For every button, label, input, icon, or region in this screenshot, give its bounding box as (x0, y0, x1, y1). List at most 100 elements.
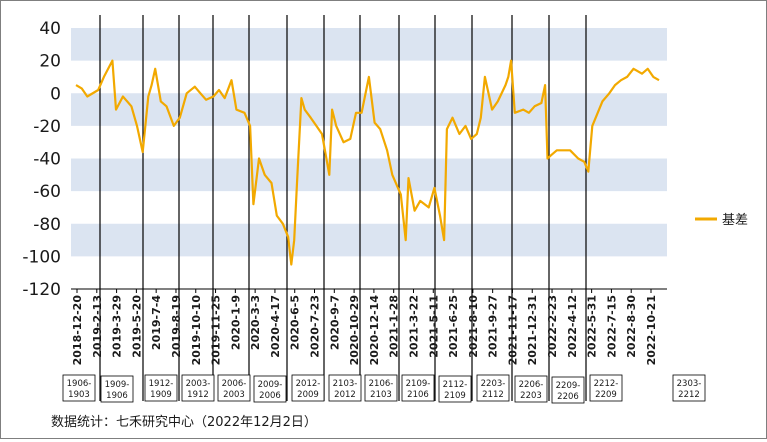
contract-text: 1912 (187, 390, 209, 400)
contract-text: 2103- (333, 379, 358, 389)
contract-label: 2006-2003 (217, 374, 251, 402)
contract-text: 2203- (481, 379, 506, 389)
contract-box (589, 374, 623, 402)
contract-text: 2003- (186, 379, 211, 389)
contract-box (476, 374, 510, 402)
contract-label: 2209-2206 (551, 376, 585, 404)
x-tick-label: 2021-9-27 (487, 295, 500, 358)
contract-label: 2012-2009 (291, 374, 325, 402)
contract-box (438, 375, 472, 403)
contract-label: 2206-2203 (514, 375, 548, 403)
contract-box (144, 374, 178, 402)
x-tick-label: 2020-10-29 (348, 295, 361, 365)
contract-text: 2106 (407, 390, 429, 400)
contract-text: 2006 (259, 391, 281, 401)
source-note: 数据统计：七禾研究中心（2022年12月2日） (51, 415, 317, 430)
contract-box (401, 374, 435, 402)
contract-text: 1906 (106, 391, 128, 401)
contract-labels: 1906-19031909-19061912-19092003-19122006… (62, 374, 706, 404)
y-tick-label: -120 (22, 280, 61, 300)
x-tick-label: 2018-12-20 (71, 295, 84, 366)
x-tick-label: 2021-3-22 (407, 295, 420, 358)
contract-box (253, 375, 287, 403)
contract-text: 1909- (105, 380, 130, 390)
contract-label: 2103-2012 (328, 374, 362, 402)
contract-label: 2109-2106 (401, 374, 435, 402)
contract-label: 2203-2112 (476, 374, 510, 402)
x-tick-label: 2019-5-20 (130, 295, 143, 358)
x-tick-label: 2019-3-29 (111, 295, 124, 358)
contract-text: 1909 (150, 390, 172, 400)
contract-text: 2209- (556, 381, 581, 391)
y-tick-label: 20 (39, 52, 61, 72)
contract-text: 2206 (557, 392, 579, 402)
x-tick-label: 2020-3-3 (249, 295, 262, 350)
contract-roll-lines (99, 15, 587, 401)
legend-label: 基差 (722, 213, 748, 228)
contract-text: 1903 (68, 390, 90, 400)
contract-box (217, 374, 251, 402)
grid-band (71, 28, 667, 61)
grid-band (71, 93, 667, 126)
contract-text: 2103 (370, 390, 392, 400)
x-tick-label: 2019-2-13 (91, 295, 104, 358)
grid-bands (71, 28, 667, 257)
x-axis-ticks: 2018-12-20 2019-2-13 2019-3-29 2019-5-20 201… (71, 289, 658, 365)
x-tick-label: 2019-11-25 (210, 295, 223, 365)
x-tick-label: 2021-6-25 (447, 295, 460, 358)
x-tick-label: 2019-7-4 (150, 295, 163, 350)
contract-text: 2012- (296, 379, 321, 389)
x-tick-label: 2020-4-17 (269, 295, 282, 358)
contract-label: 2212-2209 (589, 374, 623, 402)
contract-label: 1906-1903 (62, 374, 96, 402)
contract-text: 2303- (677, 379, 702, 389)
contract-box (672, 374, 706, 402)
contract-label: 2112-2109 (438, 375, 472, 403)
x-tick-label: 2022-4-12 (566, 295, 579, 358)
series-line-basis (75, 59, 660, 266)
x-tick-label: 2020-6-5 (289, 295, 302, 350)
contract-text: 1912- (149, 379, 174, 389)
x-tick-label: 2021-11-17 (506, 295, 519, 365)
x-tick-label: 2020-7-23 (309, 295, 322, 358)
contract-text: 2106- (369, 379, 394, 389)
contract-label: 2106-2103 (364, 374, 398, 402)
x-tick-label: 2022-2-23 (546, 295, 559, 358)
y-tick-label: -20 (33, 117, 61, 137)
contract-text: 2203 (520, 391, 542, 401)
x-tick-label: 2022-8-30 (625, 295, 638, 358)
contract-label: 1912-1909 (144, 374, 178, 402)
contract-text: 2006- (222, 379, 247, 389)
contract-text: 2206- (519, 380, 544, 390)
contract-label: 1909-1906 (100, 375, 134, 403)
contract-text: 2209 (595, 390, 617, 400)
x-tick-label: 2022-5-31 (586, 295, 599, 358)
contract-text: 2109- (406, 379, 431, 389)
contract-text: 2112- (443, 380, 468, 390)
x-tick-label: 2022-10-21 (645, 295, 658, 365)
contract-text: 2009 (297, 390, 319, 400)
contract-text: 2112 (482, 390, 504, 400)
x-tick-label: 2020-9-7 (328, 295, 341, 350)
contract-label: 2009-2006 (253, 375, 287, 403)
x-tick-label: 2021-8-10 (467, 295, 480, 358)
x-tick-label: 2020-1-9 (229, 295, 242, 350)
contract-label: 2303-2212 (672, 374, 706, 402)
contract-box (551, 376, 585, 404)
contract-text: 2212- (594, 379, 619, 389)
contract-box (364, 374, 398, 402)
contract-box (291, 374, 325, 402)
y-tick-label: 40 (39, 19, 61, 39)
y-tick-label: -100 (22, 247, 61, 267)
contract-box (328, 374, 362, 402)
contract-text: 2109 (444, 391, 466, 401)
contract-text: 2012 (334, 390, 356, 400)
y-tick-label: -40 (33, 150, 61, 170)
contract-box (100, 375, 134, 403)
x-tick-label: 2021-1-28 (388, 295, 401, 358)
x-tick-label: 2021-12-31 (526, 295, 539, 365)
x-tick-label: 2020-12-14 (368, 295, 381, 366)
y-tick-label: -80 (33, 215, 61, 235)
contract-text: 2003 (223, 390, 245, 400)
contract-box (62, 374, 96, 402)
